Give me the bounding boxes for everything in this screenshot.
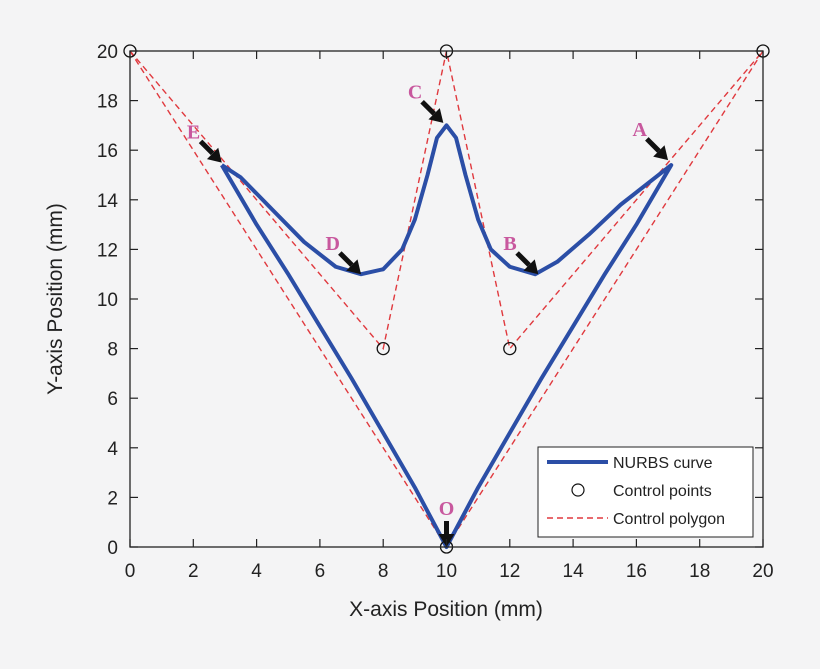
y-tick-label: 16	[97, 141, 118, 162]
y-tick-label: 10	[97, 290, 118, 311]
y-tick-label: 20	[97, 42, 118, 63]
annotation-label: D	[326, 233, 340, 255]
x-tick-label: 18	[689, 561, 710, 582]
annotation-arrow	[645, 137, 669, 161]
x-tick-label: 14	[563, 561, 585, 582]
annotation-arrow	[338, 251, 362, 275]
x-tick-label: 12	[499, 561, 520, 582]
y-tick-label: 0	[107, 538, 118, 559]
y-axis-label: Y-axis Position (mm)	[44, 203, 67, 395]
annotation-label: C	[408, 82, 422, 104]
annotation-arrow	[515, 251, 539, 275]
x-tick-label: 0	[125, 561, 136, 582]
control-point	[376, 341, 390, 356]
legend-points-label: Control points	[613, 483, 712, 500]
x-tick-label: 10	[436, 561, 457, 582]
nurbs-curve	[220, 123, 674, 549]
annotation-arrow	[198, 139, 222, 163]
x-tick-label: 4	[251, 561, 262, 582]
y-tick-label: 2	[107, 488, 118, 509]
annotation-arrow	[420, 99, 444, 123]
legend-points-swatch	[571, 483, 585, 497]
control-point	[503, 341, 517, 356]
x-axis-label: X-axis Position (mm)	[349, 598, 543, 621]
y-tick-label: 14	[97, 191, 119, 212]
y-tick-label: 18	[97, 92, 118, 113]
y-tick-label: 12	[97, 240, 118, 261]
y-tick-label: 4	[107, 439, 118, 460]
annotation-label: A	[633, 119, 648, 141]
legend-polygon-label: Control polygon	[613, 511, 725, 528]
control-polygon-segment	[129, 50, 764, 549]
x-tick-label: 16	[626, 561, 647, 582]
y-tick-label: 6	[107, 389, 118, 410]
x-tick-label: 20	[752, 561, 773, 582]
x-tick-label: 6	[315, 561, 326, 582]
annotations: A B C D E O	[187, 82, 669, 547]
x-tick-label: 8	[378, 561, 389, 582]
annotation-label: O	[439, 498, 455, 520]
axis-ticks: 0 2 4 6 8 10 12 14 16 18 20 0 2 4 6 8 10 12 14 16 18 20	[97, 42, 774, 582]
nurbs-curve-line	[220, 123, 674, 549]
annotation-label: E	[187, 121, 200, 143]
y-tick-label: 8	[107, 340, 118, 361]
legend-curve-label: NURBS curve	[613, 455, 713, 472]
x-tick-label: 2	[188, 561, 199, 582]
legend: NURBS curve Control points Control polyg…	[537, 446, 754, 538]
annotation-label: B	[503, 233, 516, 255]
